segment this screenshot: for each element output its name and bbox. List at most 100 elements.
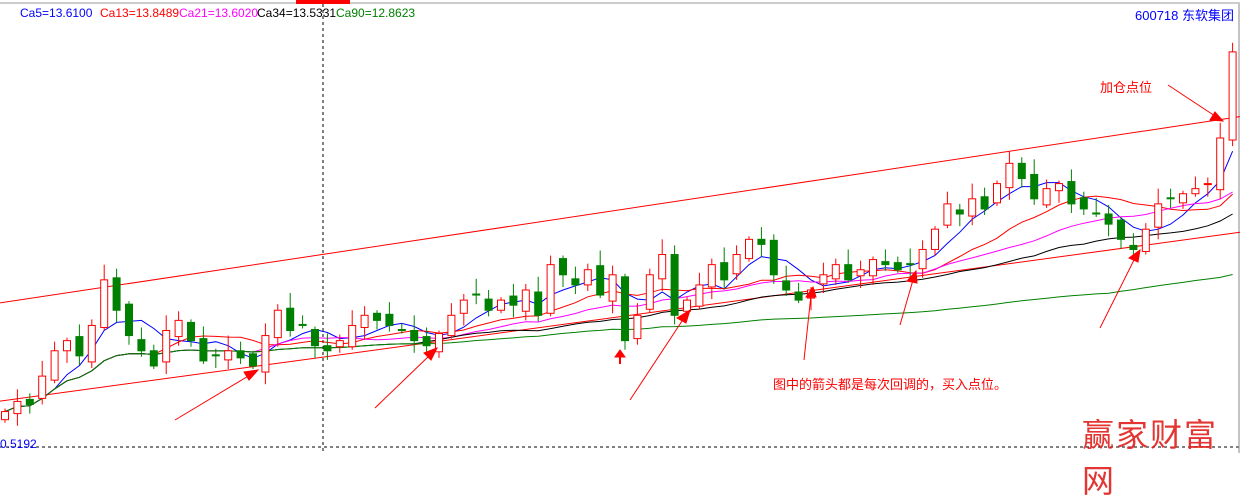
candle: [645, 268, 654, 313]
candle: [199, 326, 208, 364]
candle: [571, 266, 580, 295]
candle: [782, 265, 791, 297]
candle: [484, 289, 493, 317]
ma-line-ca34: [4, 213, 1233, 413]
candle: [249, 350, 257, 370]
candle: [1141, 223, 1150, 255]
candle: [174, 311, 183, 346]
trendline-upper: [0, 116, 1240, 304]
candle: [521, 283, 530, 321]
candle: [1, 408, 9, 423]
candle: [261, 323, 270, 385]
candle: [1129, 233, 1138, 256]
add-position-label: 加仓点位: [1100, 81, 1153, 96]
candle: [1042, 179, 1051, 208]
candle: [373, 310, 381, 330]
ma-line-ca13: [4, 193, 1233, 413]
candle: [534, 276, 543, 322]
candle: [75, 324, 84, 365]
candle: [819, 262, 828, 294]
candle: [187, 319, 195, 347]
candle: [608, 265, 617, 314]
candle: [1203, 177, 1212, 197]
legend-ca34: Ca34=13.5331: [257, 6, 337, 20]
candle: [422, 327, 431, 355]
candle: [50, 341, 59, 384]
candle: [472, 278, 481, 305]
price-label: 0.5192: [0, 437, 37, 451]
legend-ca13: Ca13=13.8489: [100, 6, 180, 20]
candle: [769, 234, 778, 284]
candle: [323, 333, 332, 360]
candle: [1092, 197, 1101, 218]
candle: [881, 249, 890, 271]
candle: [955, 203, 964, 227]
candle: [25, 393, 34, 414]
candle: [1017, 157, 1026, 188]
candle: [224, 335, 233, 370]
candle: [236, 341, 245, 364]
candle: [509, 283, 518, 318]
candle: [707, 258, 716, 300]
candle: [596, 250, 605, 299]
candle: [993, 180, 1001, 206]
buy-arrow-2: [374, 347, 439, 409]
candle: [335, 334, 344, 353]
candle: [137, 327, 146, 357]
candle: [794, 282, 803, 304]
candle: [1055, 180, 1063, 203]
candle: [757, 227, 766, 257]
stock-title: 600718 东软集团: [1135, 8, 1234, 23]
candle: [360, 306, 369, 340]
candle: [918, 240, 927, 278]
candle: [583, 263, 592, 291]
candle: [931, 226, 939, 256]
candle: [695, 272, 704, 310]
candle: [87, 319, 96, 368]
caption-text: 图中的箭头都是每次回调的，买入点位。: [773, 378, 1008, 393]
ma-line-ca90: [4, 274, 1233, 413]
candlestick-chart: [0, 0, 1240, 453]
candle: [621, 273, 629, 350]
candle: [410, 315, 419, 353]
candle: [1030, 159, 1039, 205]
candle: [1166, 188, 1175, 208]
candle: [348, 310, 357, 350]
buy-arrow-4: [899, 269, 918, 326]
candle: [311, 326, 319, 358]
buy-arrow-3: [629, 308, 691, 401]
candle: [112, 268, 121, 323]
candle: [906, 248, 915, 277]
candle: [459, 294, 468, 326]
buy-arrow-6: [803, 285, 817, 361]
candle: [658, 239, 667, 291]
up-arrow-icon: [614, 349, 626, 364]
candle: [497, 297, 505, 314]
candle: [968, 183, 977, 226]
candle: [149, 344, 158, 370]
candle: [633, 303, 642, 345]
candle: [559, 255, 567, 287]
candle: [286, 293, 295, 337]
buy-arrow-1: [174, 369, 260, 421]
candle: [869, 256, 877, 285]
candle: [211, 348, 220, 368]
buy-arrow-5: [1099, 248, 1141, 329]
legend-ca5: Ca5=13.6100: [20, 6, 93, 20]
candle: [397, 323, 406, 334]
candle: [298, 315, 307, 329]
candle: [1191, 176, 1200, 197]
candle: [831, 258, 840, 285]
trendline-lower: [0, 231, 1240, 402]
candle: [38, 360, 47, 405]
candle: [980, 187, 989, 216]
candle: [1104, 204, 1113, 237]
candle: [1005, 151, 1014, 200]
candle: [720, 247, 729, 289]
add-position-arrow: [1167, 84, 1225, 122]
candle: [856, 260, 865, 288]
candle: [1154, 188, 1163, 240]
candle: [447, 303, 456, 339]
candle: [273, 304, 282, 347]
candle: [1179, 190, 1187, 209]
